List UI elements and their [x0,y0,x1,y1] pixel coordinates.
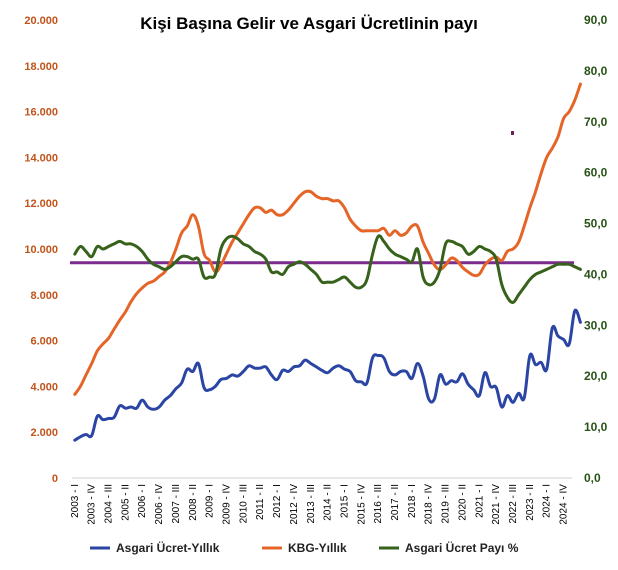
x-tick-label: 2003 - IV [87,484,98,525]
series-layer [73,82,582,442]
x-tick-label: 2005 - II [120,484,131,521]
chart-title: Kişi Başına Gelir ve Asgari Ücretlinin p… [140,14,478,33]
y-left-tick-label: 0 [52,473,58,485]
legend-label-asgari-ucret-payi: Asgari Ücret Payı % [405,540,519,555]
x-tick-label: 2012 - I [272,484,283,518]
left-axis: 0 2.000 4.000 6.000 8.000 10.000 12.000 14.000 1… [24,15,58,485]
x-tick-label: 2022 - III [508,484,519,523]
y-left-tick-label: 10.000 [24,244,58,256]
x-tick-label: 2017 - II [390,484,401,521]
y-right-tick-label: 80,0 [584,64,608,78]
x-tick-label: 2023 - II [525,484,536,521]
x-tick-label: 2003 - I [70,484,81,518]
x-tick-label: 2009 - I [205,484,216,518]
y-right-tick-label: 30,0 [584,318,608,332]
y-right-tick-label: 60,0 [584,166,608,180]
x-tick-label: 2018 - IV [424,484,435,525]
x-tick-label: 2024 - I [542,484,553,518]
x-tick-label: 2010 - III [238,484,249,523]
x-tick-label: 2006 - I [137,484,148,518]
x-tick-label: 2007 - III [171,484,182,523]
x-tick-label: 2016 - III [373,484,384,523]
y-right-tick-label: 40,0 [584,267,608,281]
legend-label-kbg-yillik: KBG-Yıllık [288,541,347,555]
series-line-asgari-ucret-payi [73,234,582,304]
right-axis: 0,0 10,0 20,0 30,0 40,0 50,0 60,0 70,0 80,0 90,0 [584,13,608,485]
y-right-tick-label: 0,0 [584,471,601,485]
x-tick-label: 2015 - I [340,484,351,518]
x-tick-label: 2018 - I [407,484,418,518]
y-left-tick-label: 16.000 [24,107,58,119]
y-left-tick-label: 4.000 [30,381,58,393]
x-tick-label: 2009 - IV [222,484,233,525]
x-tick-label: 2014 - II [323,484,334,521]
x-tick-label: 2006 - IV [154,484,165,525]
x-tick-label: 2004 - III [104,484,115,523]
y-left-tick-label: 6.000 [30,336,58,348]
x-tick-label: 2020 - II [457,484,468,521]
y-left-tick-label: 12.000 [24,198,58,210]
y-left-tick-label: 8.000 [30,290,58,302]
y-left-tick-label: 20.000 [24,15,58,27]
x-tick-label: 2019 - III [441,484,452,523]
legend-label-asgari-ucret-yillik: Asgari Ücret-Yıllık [116,540,220,555]
x-tick-label: 2021 - IV [491,484,502,525]
y-right-tick-label: 20,0 [584,369,608,383]
x-tick-label: 2008 - II [188,484,199,521]
x-tick-label: 2021 - I [474,484,485,518]
x-tick-label: 2015 - IV [356,484,367,525]
series-line-kbg-yillik [73,82,582,396]
y-right-tick-label: 70,0 [584,115,608,129]
stray-marker [511,131,514,135]
y-left-tick-label: 18.000 [24,61,58,73]
x-tick-label: 2013 - III [306,484,317,523]
x-axis: 2003 - I 2003 - IV 2004 - III 2005 - II 2006… [70,477,572,525]
x-tick-label: 2012 - IV [289,484,300,525]
y-left-tick-label: 14.000 [24,152,58,164]
x-tick-label: 2011 - II [255,484,266,520]
y-right-tick-label: 50,0 [584,217,608,231]
series-line-asgari-ucret-yillik [73,308,582,442]
y-right-tick-label: 90,0 [584,13,608,27]
y-left-tick-label: 2.000 [30,427,58,439]
x-tick-label: 2024 - IV [559,484,570,525]
y-right-tick-label: 10,0 [584,420,608,434]
legend: Asgari Ücret-Yıllık KBG-Yıllık Asgari Ücre… [90,540,519,555]
